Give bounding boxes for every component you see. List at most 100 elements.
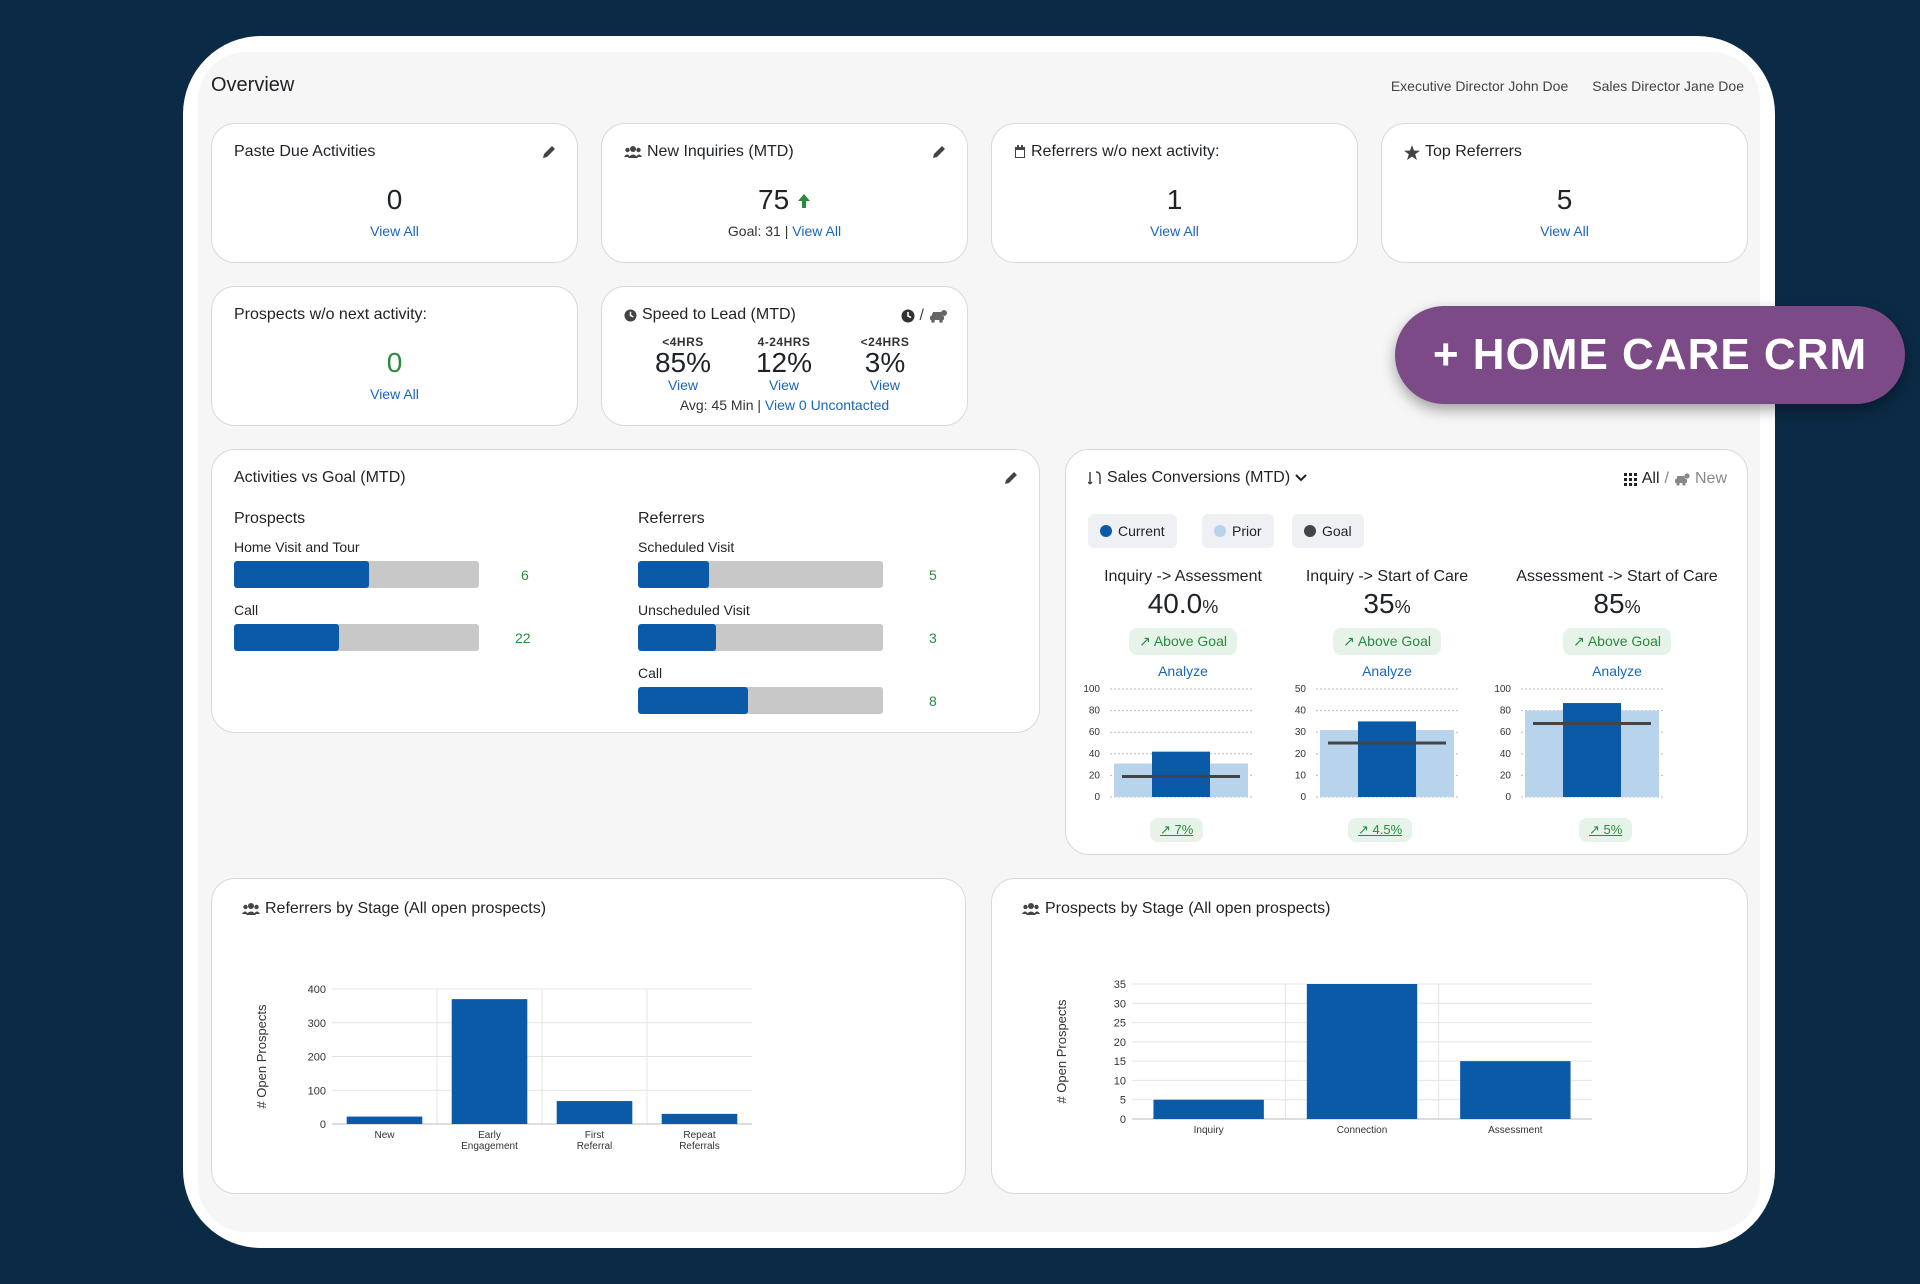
y-tick-label: 5 [1120, 1095, 1126, 1107]
card-title-text: Speed to Lead (MTD) [642, 306, 796, 323]
speed-bucket: <4HRS 85% View [633, 335, 733, 393]
clock-icon [624, 308, 637, 322]
users-icon [624, 146, 642, 158]
toggle-new[interactable]: New [1694, 470, 1727, 487]
sales-director-label[interactable]: Sales Director Jane Doe [1592, 78, 1744, 94]
chart-title: Referrers by Stage (All open prospects) [265, 900, 547, 917]
y-axis-label: # Open Prospects [254, 1004, 269, 1109]
activity-bar-fill [638, 624, 717, 651]
view-all-link[interactable]: View All [1540, 223, 1589, 239]
executive-director-label[interactable]: Executive Director John Doe [1390, 78, 1569, 94]
data-bar [661, 1113, 738, 1124]
conversion-title: Inquiry -> Start of Care [1305, 568, 1469, 585]
y-tick-label: 0 [1120, 1114, 1126, 1126]
data-bar [1306, 984, 1418, 1119]
y-tick-label: 0 [320, 1119, 326, 1131]
legend-prior[interactable]: Prior [1202, 514, 1274, 548]
clock-icon[interactable] [901, 309, 915, 323]
card-title-text: Referrers w/o next activity: [1031, 143, 1220, 160]
avg-time: Avg: 45 Min | [679, 397, 762, 413]
analyze-link[interactable]: Analyze [1592, 663, 1642, 679]
card-title: Activities vs Goal (MTD) [234, 469, 406, 486]
new-inquiries-card: New Inquiries (MTD) 75 Goal: 31 | View A… [601, 123, 968, 263]
card-title-text: Top Referrers [1425, 143, 1522, 160]
y-tick-label: 40 [1295, 706, 1307, 717]
data-bar [556, 1101, 633, 1124]
page-title: Overview [211, 74, 295, 96]
y-tick-label: 80 [1089, 706, 1101, 717]
y-tick-label: 300 [308, 1018, 326, 1030]
prospects-no-next-count: 0 [386, 347, 403, 378]
analyze-link[interactable]: Analyze [1158, 663, 1208, 679]
arrow-up-icon [797, 194, 810, 208]
view-uncontacted-link[interactable]: View 0 Uncontacted [764, 397, 890, 413]
y-tick-label: 50 [1295, 684, 1307, 695]
toggle-separator: / [1664, 470, 1669, 487]
activity-label: Call [234, 602, 259, 618]
view-all-link[interactable]: View All [370, 223, 419, 239]
current-bar [1358, 721, 1416, 797]
referrers-no-next-count: 1 [1166, 184, 1183, 215]
chart-title: Prospects by Stage (All open prospects) [1045, 900, 1331, 917]
card-title: Prospects w/o next activity: [234, 306, 427, 323]
prospects-stage-chart: 0 5 10 15 20 25 30 35 Inquiry Connection Assessmen… [1054, 979, 1592, 1136]
card-title: Prospects by Stage (All open prospects) [1022, 900, 1330, 918]
change-badge[interactable]: ↗ 4.5% [1348, 818, 1413, 842]
prospects-no-next-card: Prospects w/o next activity: 0 View All [211, 286, 578, 426]
past-due-card: Paste Due Activities 0 View All [211, 123, 578, 263]
view-all-link[interactable]: View All [1150, 223, 1199, 239]
card-title: New Inquiries (MTD) [624, 143, 794, 161]
pencil-icon[interactable] [1003, 470, 1019, 486]
y-tick-label: 15 [1114, 1056, 1126, 1068]
toggle-all[interactable]: All [1641, 470, 1660, 487]
funnel-icon [1088, 471, 1101, 485]
card-title-text: Sales Conversions (MTD) [1107, 469, 1291, 486]
referrers-by-stage-card: Referrers by Stage (All open prospects) … [211, 878, 966, 1194]
top-referrers-count: 5 [1556, 184, 1573, 215]
conversion-column: Assessment -> Start of Care 85% ↗ Above … [1512, 568, 1722, 679]
card-title: Top Referrers [1404, 143, 1522, 161]
bucket-view-link[interactable]: View [869, 377, 901, 393]
activity-label: Scheduled Visit [638, 539, 735, 555]
pencil-icon[interactable] [931, 144, 947, 160]
x-tick-label: Early Engagement [461, 1130, 518, 1152]
card-title: Referrers w/o next activity: [1014, 143, 1220, 161]
activity-bar-fill [234, 561, 369, 588]
bucket-view-link[interactable]: View [768, 377, 800, 393]
legend-goal[interactable]: Goal [1292, 514, 1364, 548]
bucket-label: <24HRS [860, 335, 910, 349]
view-all-link[interactable]: View All [792, 223, 842, 239]
conversion-column: Inquiry -> Assessment 40.0% ↗ Above Goal… [1078, 568, 1288, 679]
activity-bar [234, 561, 479, 588]
analyze-link[interactable]: Analyze [1362, 663, 1412, 679]
legend-current[interactable]: Current [1088, 514, 1177, 548]
card-title: Paste Due Activities [234, 143, 376, 160]
view-all-link[interactable]: View All [370, 386, 419, 402]
y-tick-label: 35 [1114, 979, 1126, 991]
y-tick-label: 200 [308, 1052, 326, 1064]
activity-bar [234, 624, 479, 651]
bucket-label: <4HRS [662, 335, 704, 349]
legend-label: Prior [1232, 523, 1262, 539]
chevron-down-icon [1295, 474, 1307, 482]
home-care-crm-banner: + HOME CARE CRM [1395, 306, 1905, 404]
conversion-unit: % [1202, 597, 1219, 617]
above-goal-badge: ↗ Above Goal [1562, 628, 1671, 655]
y-tick-label: 20 [1114, 1037, 1126, 1049]
change-badge[interactable]: ↗ 7% [1150, 818, 1204, 842]
change-badge[interactable]: ↗ 5% [1579, 818, 1633, 842]
top-referrers-card: Top Referrers 5 View All [1381, 123, 1748, 263]
dashboard-screen: Overview Executive Director John Doe Sal… [198, 52, 1760, 1232]
y-tick-label: 0 [1094, 792, 1100, 803]
bucket-view-link[interactable]: View [667, 377, 699, 393]
activity-bar [638, 624, 883, 651]
car-icon [1674, 472, 1690, 486]
goal-text: Goal: 31 [727, 223, 781, 239]
conversion-value: 85% [1512, 588, 1722, 620]
pencil-icon[interactable] [541, 144, 557, 160]
car-icon[interactable] [929, 309, 947, 323]
x-tick-label: First Referral [577, 1130, 613, 1152]
conversion-number: 40.0 [1147, 588, 1203, 619]
activity-bar-fill [234, 624, 340, 651]
conversions-dropdown[interactable]: Sales Conversions (MTD) [1088, 469, 1307, 487]
